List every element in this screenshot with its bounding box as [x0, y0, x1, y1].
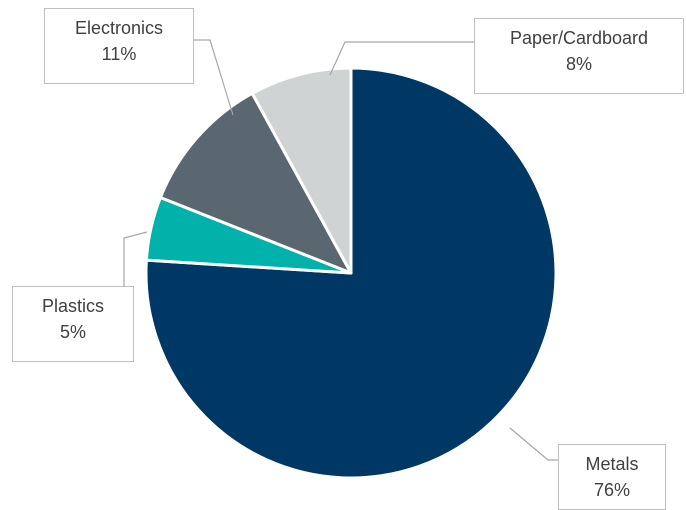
pie-slice-electronics: [158, 91, 353, 275]
data-label-metals: Metals 76%: [558, 444, 666, 510]
data-label-plastics-name: Plastics: [41, 296, 104, 316]
leader-lines: [123, 39, 558, 461]
data-label-metals-value: 76%: [593, 480, 631, 500]
data-label-plastics-value: 5%: [59, 322, 86, 342]
data-label-paper-cardboard-name: Paper/Cardboard: [509, 28, 649, 48]
leader-line-metals: [509, 427, 558, 461]
data-label-electronics-value: 11%: [101, 44, 137, 64]
leader-line-paper-cardboard: [329, 41, 474, 76]
data-label-paper-cardboard: Paper/Cardboard 8%: [474, 18, 684, 94]
data-label-paper-cardboard-value: 8%: [565, 54, 592, 74]
data-label-electronics: Electronics 11%: [44, 8, 194, 84]
leader-line-electronics: [194, 39, 234, 116]
pie-slice-paper-cardboard: [250, 66, 353, 275]
data-label-electronics-name: Electronics: [74, 18, 164, 38]
leader-line-plastics: [123, 231, 148, 286]
data-label-metals-name: Metals: [585, 454, 639, 474]
pie-slices: [144, 66, 558, 480]
data-label-plastics: Plastics 5%: [12, 286, 134, 362]
pie-slice-metals: [144, 66, 558, 480]
